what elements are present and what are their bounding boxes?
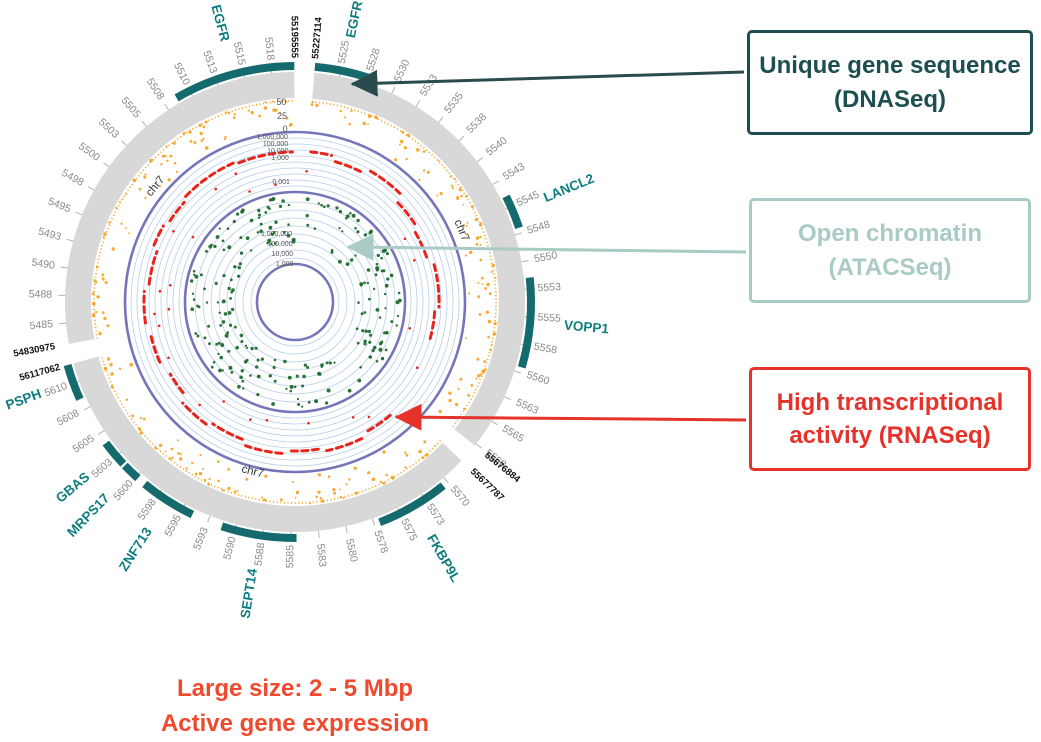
svg-text:5563: 5563: [514, 396, 540, 417]
svg-text:5590: 5590: [221, 535, 239, 561]
svg-text:5503: 5503: [96, 116, 121, 141]
svg-text:5560: 5560: [525, 369, 551, 388]
callout-atacseq-box: Open chromatin (ATACSeq): [749, 198, 1031, 303]
svg-text:50: 50: [276, 97, 286, 107]
svg-text:1,000,000: 1,000,000: [261, 231, 292, 238]
svg-text:5530: 5530: [392, 58, 413, 84]
svg-text:10,000: 10,000: [272, 251, 294, 258]
svg-text:5540: 5540: [484, 135, 510, 159]
figure-caption: Large size: 2 - 5 Mbp Active gene expres…: [65, 672, 525, 742]
atacseq-track: [190, 197, 402, 408]
svg-text:5595: 5595: [162, 512, 184, 538]
callout-rnaseq-box: High transcriptional activity (RNASeq): [749, 367, 1031, 471]
svg-text:5493: 5493: [37, 225, 63, 243]
svg-text:EGFR: EGFR: [208, 3, 232, 43]
svg-text:100,000: 100,000: [267, 241, 292, 248]
callout-atacseq-line1: Open chromatin: [797, 220, 983, 248]
svg-text:5605: 5605: [71, 432, 97, 455]
svg-text:chr7: chr7: [240, 463, 265, 480]
svg-text:5550: 5550: [533, 249, 558, 265]
tick-labels: 5485 5488 5490 5493 5495 5498 5500550355055508…: [29, 36, 562, 568]
svg-text:0: 0: [283, 124, 288, 134]
svg-text:5553: 5553: [537, 281, 561, 294]
svg-text:5603: 5603: [89, 456, 115, 480]
svg-text:5505: 5505: [119, 95, 143, 121]
axis-circles: [123, 130, 467, 474]
svg-text:25: 25: [277, 111, 287, 121]
svg-text:FKBP9L: FKBP9L: [424, 532, 463, 585]
svg-text:5585: 5585: [284, 545, 296, 569]
svg-text:55195555: 55195555: [289, 16, 300, 59]
svg-text:LANCL2: LANCL2: [541, 171, 596, 205]
svg-text:1,000,000: 1,000,000: [257, 134, 288, 141]
svg-text:5600: 5600: [111, 477, 136, 502]
svg-text:56117062: 56117062: [18, 362, 61, 384]
callout-dnaseq-box: Unique gene sequence (DNASeq): [747, 30, 1033, 135]
coverage-track: [91, 99, 497, 505]
caption-line1: Large size: 2 - 5 Mbp: [176, 675, 414, 702]
svg-text:5515: 5515: [231, 41, 248, 67]
svg-text:5593: 5593: [191, 525, 211, 551]
svg-text:5498: 5498: [59, 167, 85, 189]
circos-plot: 5485 5488 5490 5493 5495 5498 5500550355055508…: [4, 0, 610, 619]
svg-text:5558: 5558: [533, 340, 558, 356]
svg-text:5565: 5565: [500, 423, 526, 445]
svg-text:SEPT14: SEPT14: [237, 567, 260, 619]
svg-text:5555: 5555: [537, 311, 561, 324]
svg-text:5500: 5500: [76, 140, 102, 164]
svg-text:5533: 5533: [418, 72, 441, 98]
svg-text:5583: 5583: [314, 543, 328, 568]
ideogram-ring: [65, 72, 525, 532]
svg-text:5598: 5598: [136, 496, 159, 522]
svg-text:ZNF713: ZNF713: [116, 524, 155, 574]
svg-text:5488: 5488: [29, 288, 53, 301]
svg-text:5490: 5490: [31, 256, 56, 271]
svg-text:5543: 5543: [501, 161, 527, 183]
svg-text:GBAS: GBAS: [53, 469, 93, 506]
svg-text:5548: 5548: [526, 218, 552, 236]
svg-text:5575: 5575: [398, 517, 419, 543]
svg-text:5518: 5518: [262, 36, 276, 61]
svg-text:5580: 5580: [343, 538, 360, 564]
svg-text:1,000: 1,000: [276, 261, 294, 268]
svg-text:5610: 5610: [43, 380, 69, 399]
svg-text:0.001: 0.001: [272, 179, 290, 186]
callout-rnaseq-line2: activity (RNASeq): [789, 422, 991, 449]
svg-text:5608: 5608: [55, 407, 81, 428]
callout-dnaseq-line2: (DNASeq): [834, 85, 946, 113]
axis-value-labels: 502501,000,000100,00010,0001,0000.0011,0…: [257, 97, 294, 268]
svg-text:VOPP1: VOPP1: [563, 317, 610, 336]
rnaseq-track: [142, 150, 441, 455]
svg-text:5510: 5510: [171, 61, 192, 87]
svg-text:54830975: 54830975: [13, 341, 57, 360]
callout-dnaseq-line1: Unique gene sequence: [759, 52, 1021, 80]
svg-text:100,000: 100,000: [263, 141, 288, 148]
svg-text:55227114: 55227114: [310, 16, 325, 59]
svg-text:5535: 5535: [442, 90, 466, 116]
caption-line2: Active gene expression: [160, 709, 430, 737]
svg-text:10,000: 10,000: [267, 148, 289, 155]
svg-text:EGFR: EGFR: [343, 0, 366, 39]
svg-text:5485: 5485: [29, 318, 54, 332]
svg-text:5528: 5528: [364, 47, 383, 73]
svg-text:PSPH: PSPH: [4, 386, 44, 413]
svg-text:5508: 5508: [144, 76, 167, 102]
svg-text:5570: 5570: [448, 483, 472, 509]
svg-text:5525: 5525: [336, 39, 352, 64]
svg-text:5513: 5513: [200, 49, 219, 75]
callout-atacseq-line2: (ATACSeq): [828, 253, 952, 281]
callout-rnaseq-line1: High transcriptional: [776, 388, 1004, 416]
svg-text:5573: 5573: [424, 501, 447, 527]
svg-text:5495: 5495: [46, 195, 72, 215]
svg-text:5588: 5588: [252, 542, 267, 567]
svg-text:5545: 5545: [515, 189, 541, 209]
svg-text:1,000: 1,000: [271, 155, 289, 162]
svg-text:5578: 5578: [371, 529, 390, 555]
svg-text:5538: 5538: [464, 111, 489, 136]
